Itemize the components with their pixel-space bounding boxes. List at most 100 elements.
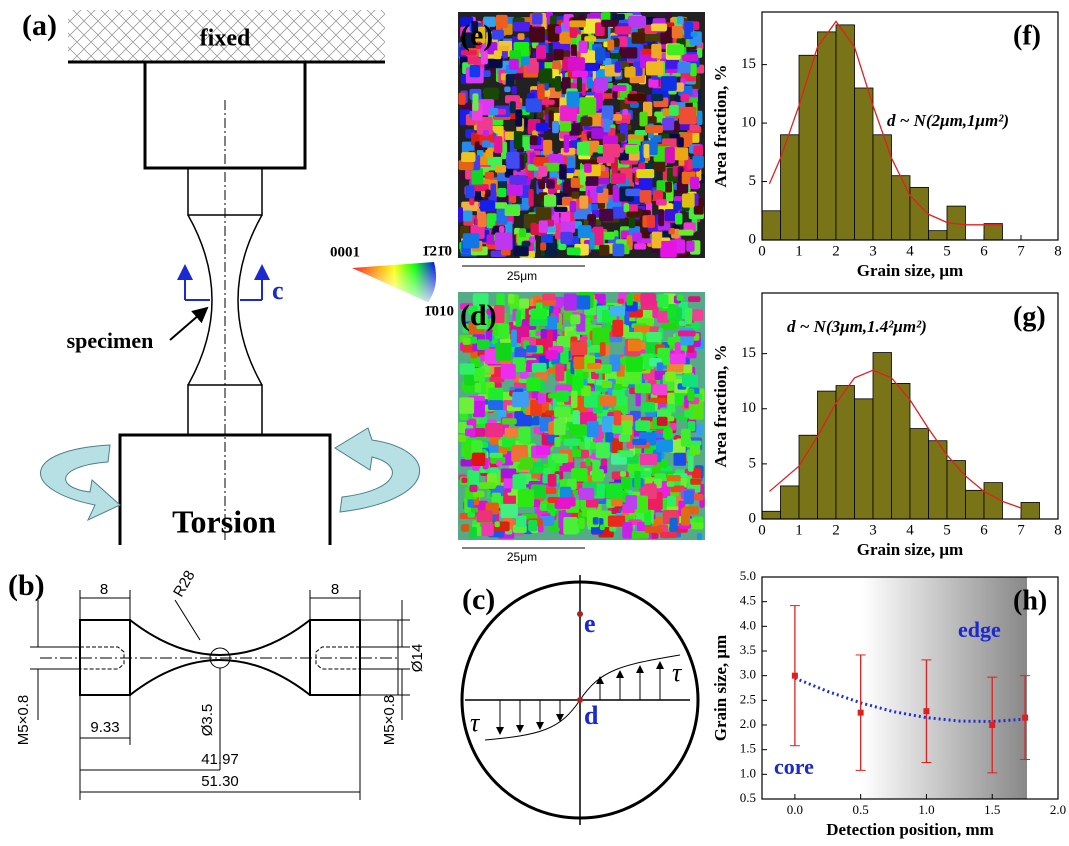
grain bbox=[586, 339, 592, 347]
dimension: Ø3.5 bbox=[199, 704, 216, 737]
grain bbox=[497, 45, 510, 52]
grain bbox=[539, 68, 553, 84]
grain bbox=[614, 62, 621, 73]
grain bbox=[621, 47, 638, 59]
grain bbox=[643, 484, 657, 499]
grain bbox=[530, 399, 543, 417]
grain bbox=[472, 490, 485, 498]
bar bbox=[872, 352, 892, 520]
x-tick-label: 1 bbox=[795, 243, 803, 259]
grain bbox=[587, 510, 602, 518]
bar bbox=[946, 460, 966, 520]
bar bbox=[761, 510, 781, 520]
grain bbox=[627, 490, 633, 496]
grain bbox=[571, 70, 588, 77]
grain bbox=[598, 244, 610, 256]
grain bbox=[460, 16, 474, 27]
tau-label: τ bbox=[470, 708, 481, 737]
grain bbox=[585, 457, 591, 467]
grain bbox=[519, 228, 527, 238]
grain bbox=[628, 216, 636, 229]
grain bbox=[602, 135, 618, 146]
y-tick-label: 5 bbox=[749, 173, 757, 189]
grain bbox=[572, 449, 582, 458]
grain bbox=[689, 124, 700, 132]
grain bbox=[530, 484, 547, 499]
x-axis-label: Grain size, μm bbox=[857, 540, 963, 559]
grain bbox=[526, 377, 541, 392]
grain bbox=[559, 31, 572, 44]
grain bbox=[507, 293, 515, 304]
grain bbox=[592, 469, 604, 482]
grain bbox=[573, 356, 587, 370]
grain bbox=[489, 452, 503, 458]
grain bbox=[461, 201, 479, 212]
grain bbox=[539, 416, 552, 432]
grain bbox=[465, 185, 475, 199]
dimension: M5×0.8 bbox=[381, 695, 398, 745]
grain bbox=[515, 515, 527, 527]
grain bbox=[570, 44, 577, 56]
bar bbox=[854, 398, 874, 520]
fit-curve bbox=[794, 676, 1026, 724]
grain bbox=[587, 214, 597, 221]
grain bbox=[526, 345, 537, 353]
y-tick-label: 10 bbox=[741, 115, 756, 131]
grain bbox=[665, 181, 673, 193]
grain bbox=[493, 50, 502, 60]
gauge bbox=[129, 619, 311, 696]
grain bbox=[526, 93, 536, 99]
grain bbox=[584, 437, 591, 450]
bar bbox=[817, 31, 837, 241]
ipf-triangle-shade bbox=[352, 262, 436, 302]
grain bbox=[613, 38, 620, 47]
ipf-corner: 0001 bbox=[330, 244, 360, 260]
grain bbox=[575, 295, 591, 310]
grain bbox=[570, 314, 581, 325]
grain bbox=[469, 65, 481, 78]
fit-curve bbox=[768, 369, 1022, 509]
marker bbox=[989, 722, 996, 728]
grain bbox=[497, 187, 507, 197]
bar bbox=[983, 482, 1003, 520]
grain bbox=[596, 186, 604, 194]
extension-lines bbox=[30, 590, 410, 800]
grain bbox=[601, 105, 614, 119]
grain bbox=[622, 522, 633, 539]
grain bbox=[545, 350, 559, 360]
grain bbox=[471, 440, 483, 455]
bar bbox=[891, 175, 911, 241]
section-mark bbox=[184, 268, 263, 301]
grain bbox=[587, 362, 602, 370]
grain bbox=[639, 190, 652, 203]
grain bbox=[537, 111, 544, 118]
grain bbox=[670, 353, 686, 365]
bar bbox=[909, 186, 929, 241]
x-tick-label: 3 bbox=[869, 243, 877, 259]
grain bbox=[569, 424, 587, 436]
grain bbox=[626, 211, 643, 218]
grain bbox=[511, 329, 517, 347]
thread-hole bbox=[80, 646, 360, 670]
grain bbox=[681, 374, 699, 387]
grain bbox=[626, 309, 643, 318]
torsion-arrow bbox=[334, 427, 421, 513]
grain bbox=[689, 444, 701, 455]
bar bbox=[928, 440, 948, 520]
grain bbox=[500, 468, 517, 479]
grain bbox=[651, 43, 662, 59]
grain bbox=[649, 397, 667, 403]
grain bbox=[664, 147, 675, 164]
torsion-label: Torsion bbox=[172, 503, 276, 539]
grain bbox=[639, 111, 648, 127]
grain bbox=[486, 308, 496, 315]
grain bbox=[494, 521, 500, 528]
grain bbox=[690, 176, 700, 189]
grain bbox=[597, 92, 603, 109]
grain bbox=[461, 524, 470, 532]
grain bbox=[651, 93, 664, 102]
grain bbox=[492, 338, 498, 345]
grain bbox=[563, 516, 578, 535]
grain bbox=[480, 51, 488, 65]
grain bbox=[499, 226, 505, 233]
